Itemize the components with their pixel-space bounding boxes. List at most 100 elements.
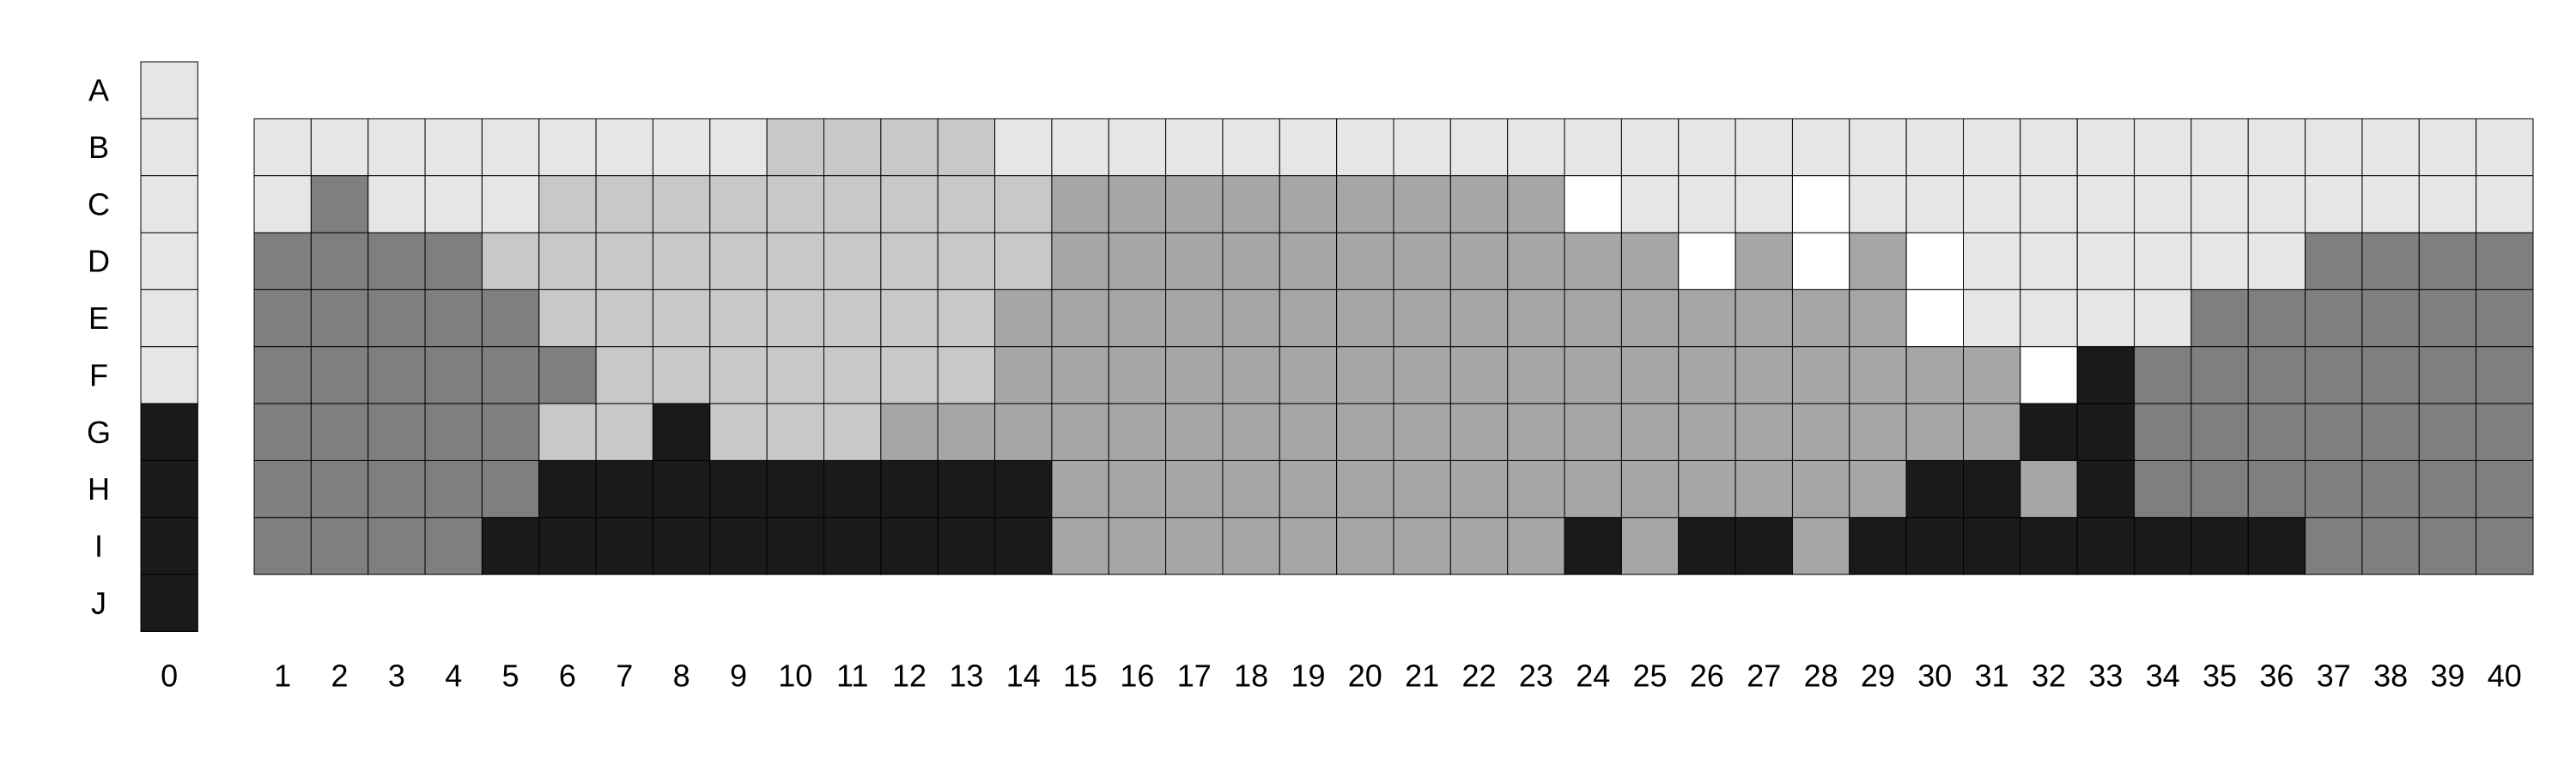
column-label-31: 31 [1975,659,2009,694]
grid-cell-c-30 [1905,175,1964,234]
grid-cell-g-27 [1735,403,1793,461]
grid-cell-h-39 [2418,459,2477,519]
grid-cell-i-18 [1222,517,1280,575]
grid-cell-e-35 [2190,288,2249,348]
grid-cell-c-9 [709,175,768,234]
grid-cell-f-15 [1051,346,1109,404]
row-label-b: B [88,130,109,165]
grid-cell-d-22 [1449,232,1509,290]
grid-cell-h-27 [1735,459,1793,519]
grid-cell-e-26 [1678,288,1736,348]
column-label-28: 28 [1804,659,1838,694]
grid-cell-f-23 [1507,346,1565,404]
grid-cell-e-15 [1051,288,1109,348]
grid-cell-c-27 [1735,175,1793,234]
reference-cell-b [140,118,198,177]
grid-cell-b-36 [2247,118,2306,177]
grid-cell-d-16 [1108,232,1167,290]
grid-cell-e-31 [1963,288,2021,348]
grid-cell-e-8 [652,288,711,348]
grid-cell-d-24 [1564,232,1622,290]
grid-cell-h-14 [994,459,1053,519]
grid-cell-d-23 [1507,232,1565,290]
grid-cell-i-28 [1791,517,1850,575]
grid-cell-i-30 [1905,517,1964,575]
grid-cell-f-1 [253,346,312,404]
grid-cell-b-26 [1678,118,1736,177]
grid-cell-h-20 [1336,459,1394,519]
column-label-16: 16 [1120,659,1154,694]
grid-cell-c-4 [424,175,483,234]
grid-cell-h-2 [310,459,369,519]
grid-cell-d-20 [1336,232,1394,290]
grid-cell-h-35 [2190,459,2249,519]
grid-cell-e-36 [2247,288,2306,348]
grid-cell-f-36 [2247,346,2306,404]
grid-cell-i-12 [880,517,939,575]
grid-cell-e-25 [1620,288,1680,348]
grid-cell-d-7 [595,232,653,290]
row-label-d: D [88,244,110,279]
grid-cell-g-39 [2418,403,2477,461]
grid-cell-d-28 [1791,232,1850,290]
column-label-1: 1 [274,659,291,694]
grid-cell-b-30 [1905,118,1964,177]
grid-cell-c-22 [1449,175,1509,234]
grid-cell-e-18 [1222,288,1280,348]
grid-cell-b-27 [1735,118,1793,177]
column-label-14: 14 [1006,659,1041,694]
grid-cell-e-12 [880,288,939,348]
grid-cell-h-24 [1564,459,1622,519]
grid-cell-h-22 [1449,459,1509,519]
grid-cell-g-13 [937,403,996,461]
reference-cell-i [140,517,198,575]
grid-cell-g-9 [709,403,768,461]
column-label-6: 6 [559,659,576,694]
grid-cell-f-8 [652,346,711,404]
grid-cell-d-29 [1849,232,1907,290]
column-label-5: 5 [502,659,519,694]
grid-cell-g-32 [2020,403,2078,461]
row-label-h: H [88,471,110,507]
grid-cell-c-26 [1678,175,1736,234]
grid-cell-c-10 [766,175,825,234]
grid-cell-d-2 [310,232,369,290]
grid-cell-e-39 [2418,288,2477,348]
grid-cell-c-5 [481,175,540,234]
grid-cell-i-7 [595,517,653,575]
column-label-34: 34 [2146,659,2180,694]
grid-cell-i-1 [253,517,312,575]
grid-cell-f-32 [2020,346,2078,404]
grid-cell-h-34 [2134,459,2192,519]
grid-cell-e-33 [2076,288,2136,348]
grid-cell-f-28 [1791,346,1850,404]
grid-cell-c-15 [1051,175,1109,234]
grid-cell-g-5 [481,403,540,461]
grid-cell-f-18 [1222,346,1280,404]
grid-cell-h-15 [1051,459,1109,519]
grid-cell-f-2 [310,346,369,404]
grid-cell-c-8 [652,175,711,234]
grid-cell-e-23 [1507,288,1565,348]
grid-cell-c-32 [2020,175,2078,234]
column-label-32: 32 [2032,659,2066,694]
grid-cell-e-5 [481,288,540,348]
grid-cell-c-11 [823,175,882,234]
grid-cell-e-22 [1449,288,1509,348]
row-label-a: A [88,73,109,108]
column-label-15: 15 [1063,659,1097,694]
grid-cell-f-7 [595,346,653,404]
grid-cell-i-23 [1507,517,1565,575]
grid-cell-c-3 [368,175,426,234]
reference-cell-a [140,61,198,119]
row-label-e: E [88,300,109,336]
grid-cell-b-21 [1393,118,1451,177]
grid-cell-c-21 [1393,175,1451,234]
grid-cell-f-5 [481,346,540,404]
grid-cell-f-31 [1963,346,2021,404]
grid-cell-c-1 [253,175,312,234]
grid-cell-f-20 [1336,346,1394,404]
grid-cell-f-6 [538,346,597,404]
grid-cell-b-8 [652,118,711,177]
